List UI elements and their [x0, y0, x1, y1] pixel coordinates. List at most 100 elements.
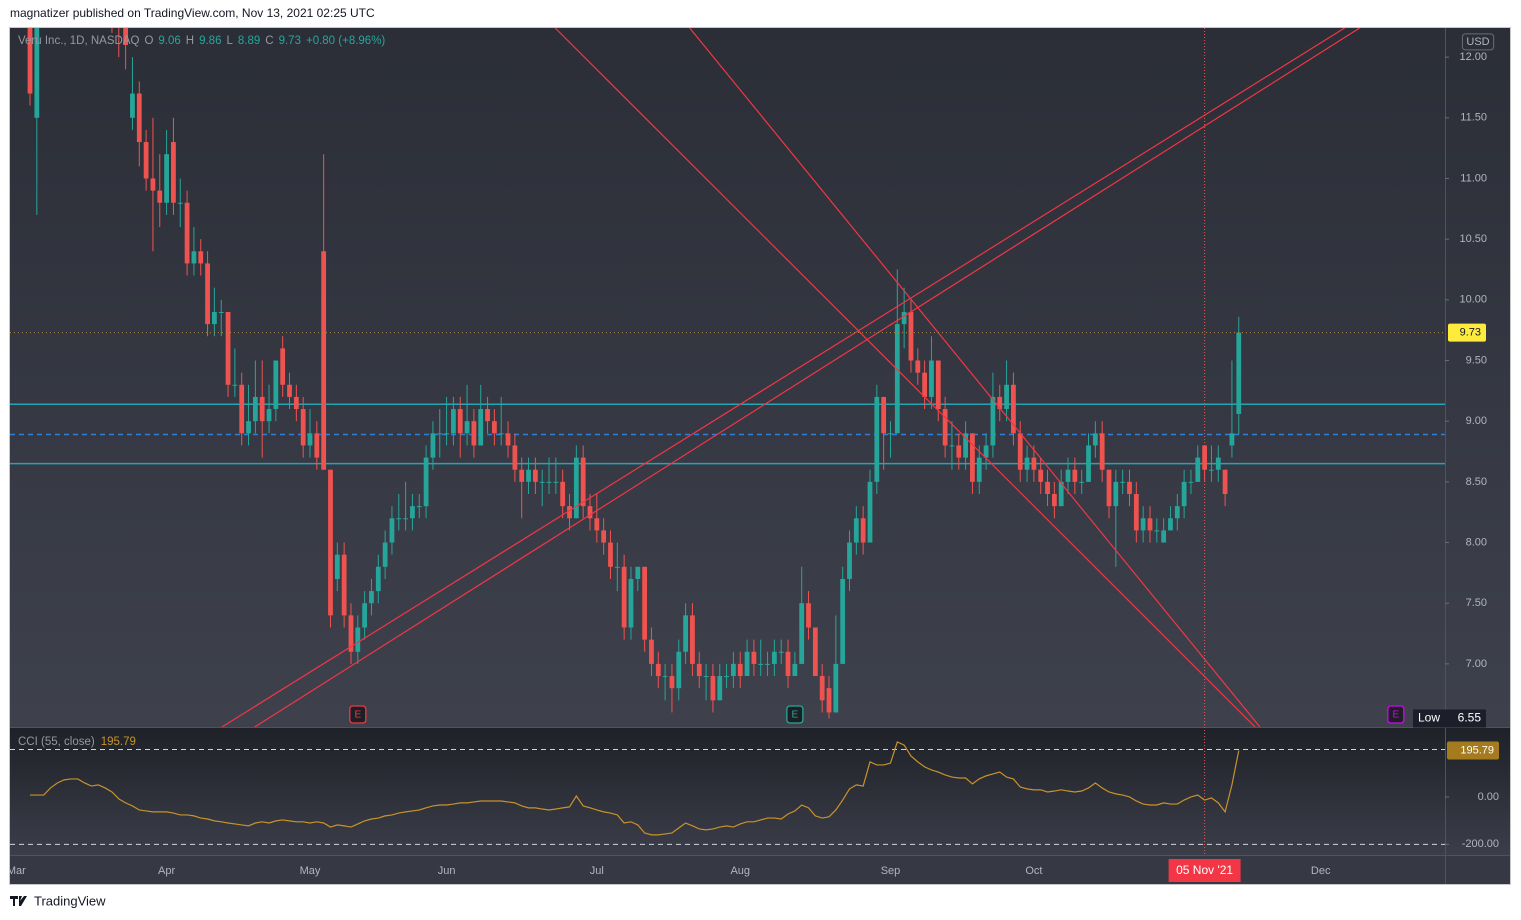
candle-body: [888, 433, 893, 435]
candle-body: [34, 28, 40, 118]
legend-item: 8.89: [238, 35, 260, 47]
y-tick-label: 10.00: [1459, 294, 1487, 306]
candle-body: [608, 542, 613, 567]
candle-body: [266, 409, 272, 422]
candle-body: [1147, 518, 1153, 531]
legend-item: 9.06: [158, 35, 180, 47]
candle-body: [478, 409, 484, 446]
candle-body: [915, 360, 921, 373]
candle-body: [314, 433, 320, 458]
candle-body: [273, 360, 279, 410]
candle-body: [1222, 469, 1228, 494]
candle-body: [1174, 506, 1180, 519]
candle-body: [498, 433, 504, 435]
candle-body: [1024, 457, 1030, 470]
y-tick-label: 12.00: [1459, 51, 1487, 63]
candle-body: [464, 421, 470, 434]
candle-body: [239, 384, 245, 434]
candle-body: [573, 457, 579, 519]
candle-body: [1188, 481, 1194, 483]
y-tick-label: -200.00: [1462, 838, 1499, 850]
crosshair-label: 05 Nov '21: [1176, 863, 1233, 877]
candle-body: [1236, 332, 1242, 414]
candle-body: [321, 251, 327, 470]
candle-body: [293, 396, 299, 410]
candle-body: [812, 627, 818, 677]
candle-body: [744, 651, 750, 677]
candle-body: [1133, 494, 1139, 531]
candle-body: [246, 421, 251, 434]
candle-body: [1045, 481, 1050, 494]
candle-body: [997, 396, 1003, 410]
time-labels: Mar Apr May Jun Jul Aug Sep Oct Dec: [10, 865, 1331, 877]
candle-body: [334, 554, 340, 579]
candle-body: [27, 28, 33, 94]
candle-body: [369, 591, 374, 604]
footer-logo: [10, 896, 27, 906]
y-tick-label: 7.00: [1466, 658, 1487, 670]
trendline: [689, 28, 1261, 727]
candle-body: [505, 433, 511, 446]
candle-body: [1038, 469, 1044, 482]
candle-body: [587, 506, 593, 519]
candle-body: [225, 311, 231, 385]
candle-body: [519, 469, 525, 482]
candle-body: [642, 566, 648, 640]
legend-item: +0.80 (+8.96%): [306, 35, 385, 47]
candle-body: [157, 190, 163, 203]
candle-body: [717, 676, 723, 701]
candle-body: [355, 627, 361, 652]
low-value: 6.55: [1458, 711, 1482, 725]
x-tick-label: Sep: [881, 865, 901, 877]
candle-body: [853, 518, 859, 543]
candle-body: [1051, 494, 1057, 507]
candle-body: [1106, 469, 1112, 507]
candle-body: [758, 663, 764, 665]
candle-body: [922, 372, 928, 397]
candle-body: [471, 421, 477, 446]
candle-body: [437, 433, 443, 435]
candle-body: [512, 445, 518, 470]
candle-body: [130, 93, 135, 118]
candle-body: [1140, 518, 1146, 531]
candle-body: [382, 542, 388, 567]
candle-body: [205, 263, 210, 325]
cci-pane: [10, 728, 1510, 855]
x-tick-label: Dec: [1311, 865, 1331, 877]
candle-body: [970, 433, 975, 482]
trendline: [221, 28, 1345, 727]
y-tick-label: 10.50: [1459, 233, 1487, 245]
candle-body: [341, 554, 347, 616]
candle-body: [307, 433, 313, 446]
legend-item: C: [265, 35, 273, 47]
candle-body: [232, 384, 238, 386]
event-marker: [1387, 705, 1405, 724]
y-tick-label: 0.00: [1478, 791, 1499, 803]
candle-body: [935, 360, 941, 410]
cci-value-label: 195.79: [1460, 744, 1494, 756]
candle-body: [1011, 384, 1016, 434]
candle-body: [676, 651, 682, 689]
x-tick-label: Oct: [1025, 865, 1042, 877]
cci-line: [30, 741, 1240, 836]
candle-body: [1072, 469, 1078, 482]
candle-body: [1120, 481, 1126, 483]
candle-body: [703, 676, 709, 678]
y-tick-label: 11.50: [1460, 112, 1487, 124]
candle-body: [1181, 481, 1187, 507]
candle-body: [410, 506, 415, 519]
legend-item: O: [144, 35, 153, 47]
x-tick-label: Apr: [158, 865, 175, 877]
candle-body: [1168, 518, 1173, 531]
legend-item: Veru Inc., 1D, NASDAQ: [18, 35, 139, 47]
candle-body: [451, 409, 456, 434]
candle-body: [929, 360, 934, 397]
candle-body: [218, 311, 224, 313]
y-tick-label: 11.00: [1460, 172, 1487, 184]
legend-item: L: [226, 35, 233, 47]
candle-body: [806, 603, 811, 628]
cci-value: 195.79: [101, 736, 136, 748]
candle-body: [259, 396, 265, 422]
candle-body: [840, 578, 846, 664]
